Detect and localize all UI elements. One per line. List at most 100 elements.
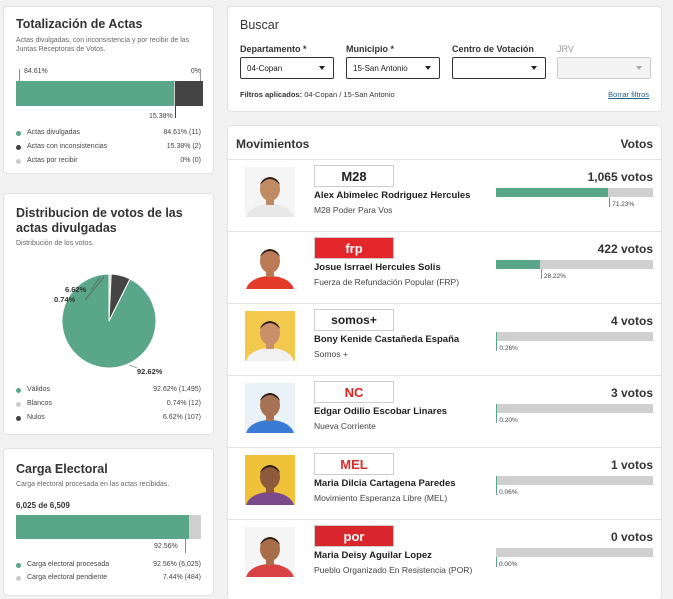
departamento-select[interactable]: 04-Copan <box>240 57 334 79</box>
pie-leader-line <box>84 276 105 301</box>
distribucion-subtitle: Distribución de los votos. <box>16 240 94 247</box>
candidate-vote-bar <box>496 260 653 269</box>
candidate-photo <box>245 455 295 505</box>
departamento-value: 04-Copan <box>247 64 283 73</box>
totalizacion-tick-right <box>200 69 201 82</box>
candidate-vote-bar <box>496 188 653 197</box>
totalizacion-tick-under <box>175 106 177 118</box>
candidate-votes: 0 votos <box>610 530 653 544</box>
totalizacion-legend-row: Actas por recibir 0% (0) <box>16 157 201 167</box>
candidate-votes: 3 votos <box>610 386 653 400</box>
centro-select[interactable] <box>452 57 546 79</box>
totalizacion-bar <box>16 81 203 106</box>
candidate-party: Nueva Corriente <box>314 421 376 431</box>
candidate-photo <box>245 383 295 433</box>
candidate-name: Alex Abimelec Rodriguez Hercules <box>314 190 471 201</box>
candidate-vote-tick <box>496 413 498 423</box>
party-logo: MEL <box>314 453 394 475</box>
borrar-filtros-link[interactable]: Borrar filtros <box>608 90 649 99</box>
candidate-vote-pct: 0.20% <box>499 417 518 424</box>
candidate-photo <box>245 527 295 577</box>
municipio-value: 15-San Antonio <box>353 64 408 73</box>
candidate-votes: 4 votos <box>610 314 653 328</box>
candidate-row[interactable]: M28 Alex Abimelec Rodriguez Hercules M28 P… <box>228 159 661 231</box>
carga-legend-label: Carga electoral pendiente <box>27 574 108 581</box>
person-icon <box>246 537 294 577</box>
chevron-down-icon <box>531 66 537 70</box>
candidate-votes: 422 votos <box>597 242 653 256</box>
totalizacion-title: Totalización de Actas <box>16 17 143 31</box>
candidate-row[interactable]: MEL Maria Dilcia Cartagena Paredes Movimie… <box>228 447 661 519</box>
totalizacion-legend-label: Actas por recibir <box>27 157 78 164</box>
candidate-photo <box>245 311 295 361</box>
totalizacion-legend-value: 0% (0) <box>180 157 201 164</box>
candidate-name: Bony Kenide Castañeda España <box>314 334 460 345</box>
carga-card: Carga Electoral Carga electoral procesad… <box>3 448 214 596</box>
totalizacion-legend-dot <box>16 159 21 164</box>
totalizacion-pct-left: 84.61% <box>24 68 48 75</box>
candidate-name: Edgar Odilio Escobar Linares <box>314 406 448 417</box>
candidate-row[interactable]: NC Edgar Odilio Escobar Linares Nueva Corr… <box>228 375 661 447</box>
buscar-card: Buscar Departamento * 04-Copan Municipio… <box>227 6 662 112</box>
candidate-vote-bar <box>496 404 653 413</box>
party-logo: M28 <box>314 165 394 187</box>
departamento-label: Departamento * <box>240 44 307 54</box>
carga-legend-label: Carga electoral procesada <box>27 561 110 568</box>
candidate-row[interactable]: por Maria Deisy Aguilar Lopez Pueblo Organ… <box>228 519 661 591</box>
centro-label: Centro de Votación <box>452 44 534 54</box>
totalizacion-legend-value: 15.38% (2) <box>166 143 201 150</box>
pie-label-válidos: 92.62% <box>137 367 163 376</box>
candidate-row[interactable]: somos+ Bony Kenide Castañeda España Somos … <box>228 303 661 375</box>
candidate-party: M28 Poder Para Vos <box>314 205 393 215</box>
filtros-label: Filtros aplicados: <box>240 90 303 99</box>
carga-bar <box>16 515 201 539</box>
party-logo-text: frp <box>345 240 363 256</box>
pie-leader-line <box>90 276 101 291</box>
distribucion-legend-dot <box>16 388 21 393</box>
filtros-value: 04-Copan / 15-San Antonio <box>304 90 395 99</box>
totalizacion-legend-label: Actas con inconsistencias <box>27 143 108 150</box>
candidate-party: Fuerza de Refundación Popular (FRP) <box>314 277 460 287</box>
carga-legend-dot <box>16 563 21 568</box>
carga-legend-dot <box>16 576 21 581</box>
party-logo-text: NC <box>344 384 364 400</box>
candidate-vote-bar <box>496 548 653 557</box>
distribucion-legend-row: Válidos 92.62% (1,495) <box>16 386 201 396</box>
carga-legend-row: Carga electoral procesada 92.56% (6,025) <box>16 561 201 571</box>
candidate-vote-bar <box>496 476 653 485</box>
municipio-label: Municipio * <box>346 44 394 54</box>
party-logo: NC <box>314 381 394 403</box>
candidate-vote-bar <box>496 332 653 341</box>
jrv-select[interactable] <box>557 57 651 79</box>
chevron-down-icon <box>319 66 325 70</box>
carga-tick <box>185 539 187 553</box>
candidate-party: Pueblo Organizado En Resistencia (POR) <box>314 565 473 575</box>
distribucion-legend-label: Nulos <box>27 414 45 421</box>
totalizacion-legend-label: Actas divulgadas <box>27 129 80 136</box>
municipio-select[interactable]: 15-San Antonio <box>346 57 440 79</box>
party-logo-text: somos+ <box>331 313 377 327</box>
totalizacion-subtitle: Actas divulgadas, con inconsistencia y p… <box>16 37 190 53</box>
totalizacion-tick-left <box>19 69 20 82</box>
carga-count: 6,025 de 6,509 <box>16 501 70 510</box>
carga-subtitle: Carga electoral procesada en las actas r… <box>16 481 170 488</box>
movimientos-title: Movimientos <box>236 137 310 151</box>
totalizacion-card: Totalización de Actas Actas divulgadas, … <box>3 6 214 174</box>
chevron-down-icon <box>425 66 431 70</box>
candidate-row[interactable]: frp Josue Isrrael Hercules Solis Fuerza de… <box>228 231 661 303</box>
candidate-name: Josue Isrrael Hercules Solis <box>314 262 441 273</box>
party-logo-text: por <box>343 528 365 544</box>
candidate-vote-tick <box>540 269 542 279</box>
totalizacion-bar-divulgadas <box>16 81 175 106</box>
candidate-name: Maria Dilcia Cartagena Paredes <box>314 478 456 489</box>
candidate-vote-pct: 71.23% <box>612 201 635 208</box>
candidate-vote-tick <box>609 197 611 207</box>
chevron-down-icon <box>636 66 642 70</box>
distribucion-card: Distribucion de votos de las actas divul… <box>3 193 214 435</box>
candidate-vote-pct: 0.26% <box>499 345 518 352</box>
candidate-vote-pct: 28.22% <box>543 273 566 280</box>
candidate-votes: 1,065 votos <box>587 170 653 184</box>
pie-slice-nulos <box>108 273 131 322</box>
party-logo: por <box>314 525 394 547</box>
totalizacion-pct-right: 0% <box>190 68 201 75</box>
